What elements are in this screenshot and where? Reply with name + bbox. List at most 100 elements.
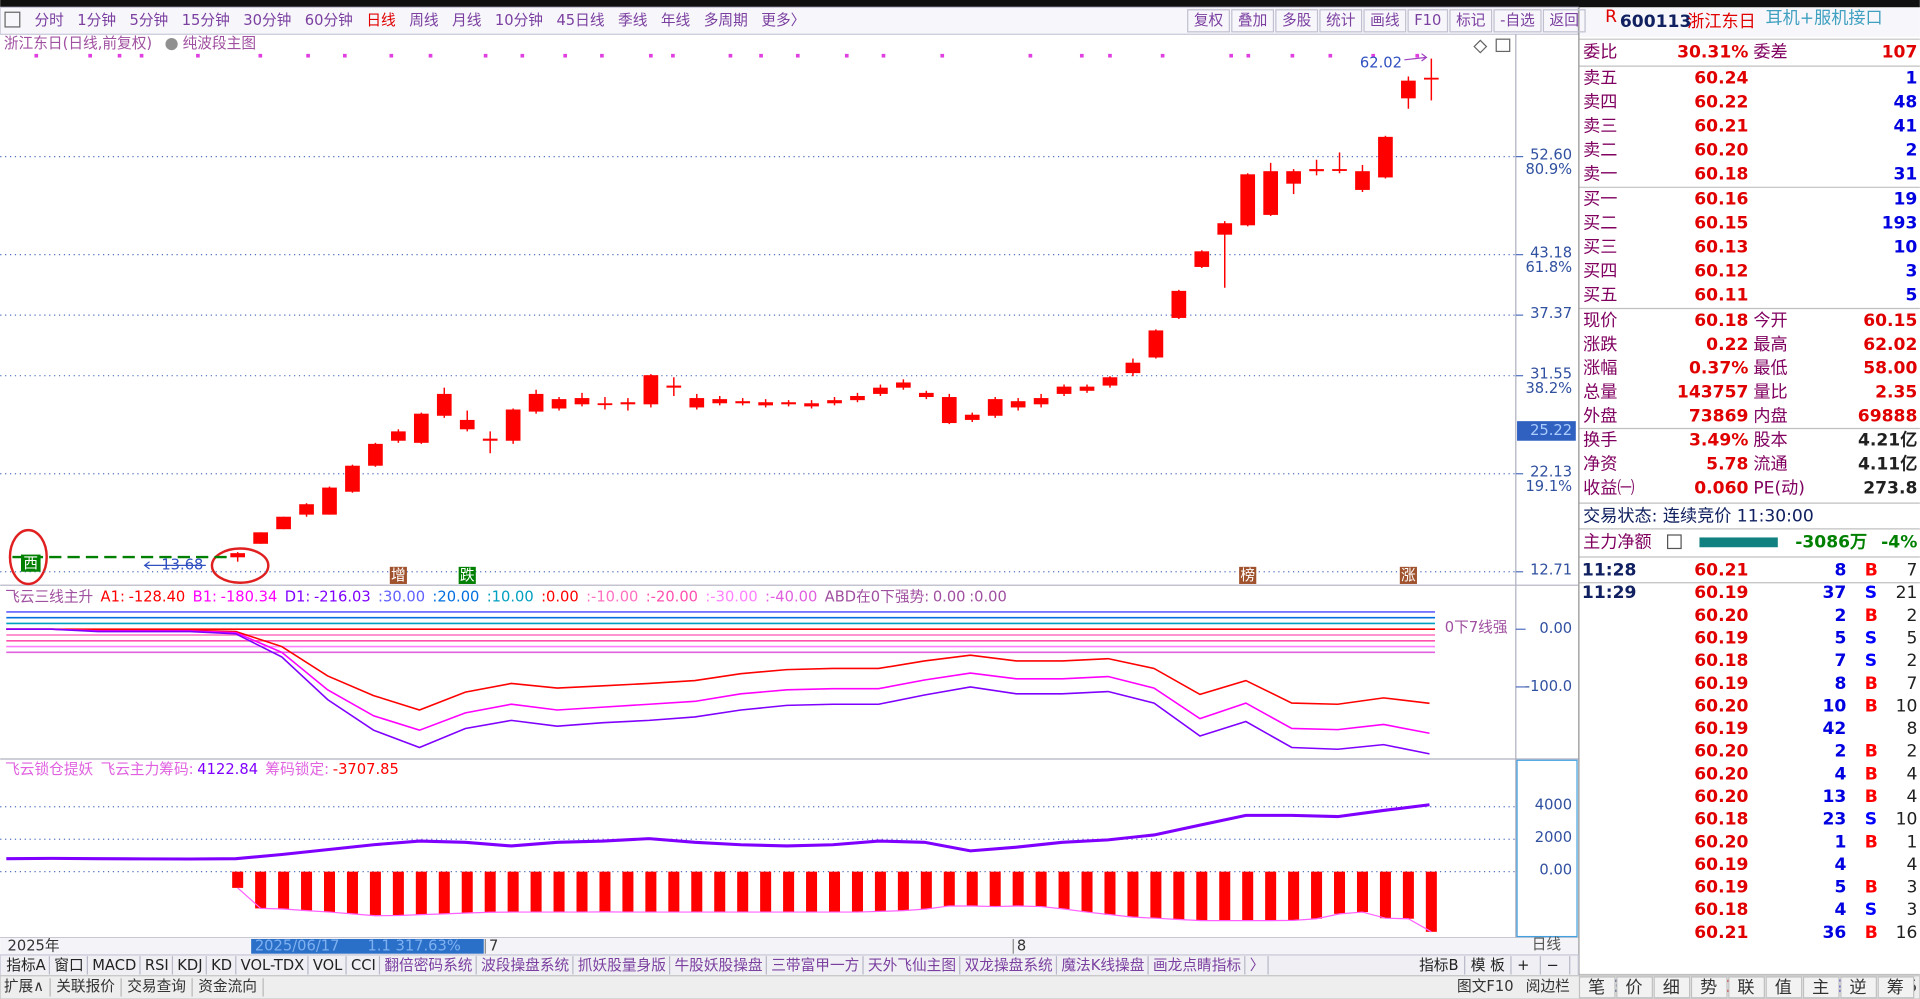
button-frame[interactable] bbox=[1319, 9, 1363, 33]
button-frame[interactable] bbox=[1493, 9, 1542, 33]
quote-label: PE(动) bbox=[1753, 479, 1805, 499]
book-price: 60.11 bbox=[1694, 286, 1748, 306]
panel-tab[interactable] bbox=[1840, 976, 1877, 999]
tick-volume: 7 bbox=[1834, 651, 1846, 671]
tick-price: 60.21 bbox=[1694, 561, 1748, 581]
tick-side: B bbox=[1865, 696, 1878, 716]
indicator-tab[interactable]: MACD bbox=[92, 957, 136, 974]
period-tab[interactable]: 10分钟 bbox=[495, 12, 543, 29]
tick-count: 5 bbox=[1906, 628, 1917, 648]
tick-side: B bbox=[1865, 832, 1878, 852]
period-tab[interactable]: 周线 bbox=[409, 12, 439, 29]
tick-volume: 37 bbox=[1823, 583, 1847, 603]
flow-icon[interactable] bbox=[1667, 534, 1682, 550]
menu-icon[interactable] bbox=[4, 11, 21, 28]
indicator-tab[interactable]: CCI bbox=[351, 957, 376, 974]
panel-tab[interactable] bbox=[1690, 976, 1728, 999]
indicator-tab[interactable]: VOL-TDX bbox=[241, 957, 305, 974]
status-item[interactable]: 阅边栏 bbox=[1526, 978, 1570, 995]
period-tab[interactable]: 更多〉 bbox=[761, 12, 805, 29]
indicator-tab[interactable]: 牛股妖股操盘 bbox=[674, 956, 762, 974]
cursor-date: 2025/06/17 bbox=[255, 937, 340, 954]
indicator-tab[interactable]: 翻倍密码系统 bbox=[384, 957, 472, 974]
indicator-tab[interactable]: RSI bbox=[145, 957, 169, 974]
period-tab[interactable]: 15分钟 bbox=[182, 12, 230, 29]
toolbar-button[interactable]: F10 bbox=[1414, 12, 1441, 29]
period-tab[interactable]: 日线 bbox=[366, 12, 396, 29]
button-frame[interactable] bbox=[1231, 9, 1275, 33]
toolbar-button[interactable]: -自选 bbox=[1500, 12, 1535, 29]
period-tab[interactable]: 分时 bbox=[34, 12, 64, 29]
indicator-tab[interactable]: 画龙点睛指标 bbox=[1153, 957, 1241, 974]
period-tab[interactable]: 1分钟 bbox=[77, 12, 116, 29]
button-frame[interactable] bbox=[1449, 9, 1493, 33]
indicator-tab[interactable]: KDJ bbox=[177, 957, 202, 974]
lock-bar bbox=[369, 871, 381, 916]
status-item[interactable]: 关联报价 bbox=[56, 978, 115, 995]
indicator-tab[interactable]: VOL bbox=[313, 957, 343, 974]
status-item[interactable]: 交易查询 bbox=[127, 977, 186, 995]
status-item[interactable]: 扩展∧ bbox=[4, 978, 44, 995]
book-label: 卖四 bbox=[1583, 92, 1617, 112]
tick-count: 2 bbox=[1906, 742, 1917, 762]
period-tab[interactable]: 年线 bbox=[661, 12, 691, 29]
diamond-icon[interactable] bbox=[1473, 39, 1488, 54]
panel-tab[interactable] bbox=[1728, 976, 1765, 999]
signal-dot bbox=[844, 53, 849, 58]
toolbar-button[interactable]: 叠加 bbox=[1238, 12, 1267, 29]
toolbar-button[interactable]: 画线 bbox=[1370, 12, 1400, 29]
panel-tab[interactable] bbox=[1578, 976, 1616, 999]
cursor-date-box bbox=[251, 939, 484, 954]
period-tab[interactable]: 月线 bbox=[452, 12, 482, 29]
switch-icon[interactable] bbox=[165, 37, 178, 51]
chart-subtitle[interactable]: 纯波段主图 bbox=[183, 35, 256, 52]
indicator-tab[interactable]: 指标A bbox=[6, 957, 45, 974]
period-tab[interactable]: 5分钟 bbox=[130, 12, 169, 29]
indicator-tab[interactable]: 天外飞仙主图 bbox=[868, 957, 956, 974]
indicator-tab[interactable]: 窗口 bbox=[54, 956, 83, 974]
period-tab[interactable]: 60分钟 bbox=[305, 12, 353, 29]
panel-tab[interactable] bbox=[1877, 976, 1915, 999]
quote-label: 内盘 bbox=[1753, 407, 1787, 427]
toolbar-button[interactable]: 复权 bbox=[1194, 11, 1224, 29]
indicator-tab[interactable]: 魔法K线操盘 bbox=[1061, 956, 1144, 974]
tick-volume: 42 bbox=[1823, 719, 1847, 739]
status-item[interactable]: 资金流向 bbox=[198, 978, 257, 995]
panel-tab[interactable] bbox=[1802, 976, 1840, 999]
header-item: :20.00 bbox=[432, 588, 479, 605]
tick-count: 10 bbox=[1896, 810, 1918, 830]
button-frame[interactable] bbox=[1187, 9, 1230, 33]
tick-price: 60.21 bbox=[1694, 923, 1748, 943]
chart-title: 浙江东日(日线,前复权) bbox=[4, 34, 152, 52]
candle-body bbox=[689, 398, 705, 408]
window-icon[interactable] bbox=[1495, 38, 1511, 53]
indicator-tab[interactable]: 抓妖股量身版 bbox=[578, 957, 666, 974]
indicator-tab[interactable]: + bbox=[1517, 957, 1529, 974]
indicator-tab[interactable]: 〉 bbox=[1250, 957, 1265, 974]
y-tick-label: 4000 bbox=[1535, 797, 1572, 814]
indicator-tab[interactable]: 指标B bbox=[1419, 957, 1458, 974]
period-tab[interactable]: 多周期 bbox=[704, 12, 748, 29]
indicator-tab[interactable]: 波段操盘系统 bbox=[481, 956, 569, 974]
indicator-tab[interactable]: − bbox=[1546, 957, 1558, 974]
panel-tab[interactable] bbox=[1653, 976, 1691, 999]
indicator-tab[interactable]: 双龙操盘系统 bbox=[965, 956, 1053, 974]
indicator-tab[interactable]: KD bbox=[211, 957, 232, 974]
period-tab[interactable]: 季线 bbox=[618, 12, 648, 29]
toolbar-button[interactable]: 统计 bbox=[1326, 12, 1356, 29]
toolbar-button[interactable]: 多股 bbox=[1282, 12, 1312, 29]
panel-tab[interactable] bbox=[1765, 976, 1803, 999]
period-tab[interactable]: 45日线 bbox=[556, 12, 604, 29]
toolbar-button[interactable]: 返回 bbox=[1550, 12, 1579, 29]
button-frame[interactable] bbox=[1363, 9, 1407, 33]
button-frame[interactable] bbox=[1407, 9, 1449, 33]
status-item[interactable]: 图文F10 bbox=[1457, 978, 1514, 995]
button-frame[interactable] bbox=[1275, 9, 1319, 33]
indicator-tab[interactable]: 三带富甲一方 bbox=[771, 956, 859, 974]
button-frame[interactable] bbox=[1542, 9, 1586, 33]
toolbar-button[interactable]: 标记 bbox=[1456, 12, 1486, 29]
panel-tab[interactable] bbox=[1616, 976, 1653, 999]
indicator-tab[interactable]: 模 板 bbox=[1471, 956, 1505, 974]
candle-body bbox=[528, 393, 544, 412]
period-tab[interactable]: 30分钟 bbox=[243, 12, 291, 29]
